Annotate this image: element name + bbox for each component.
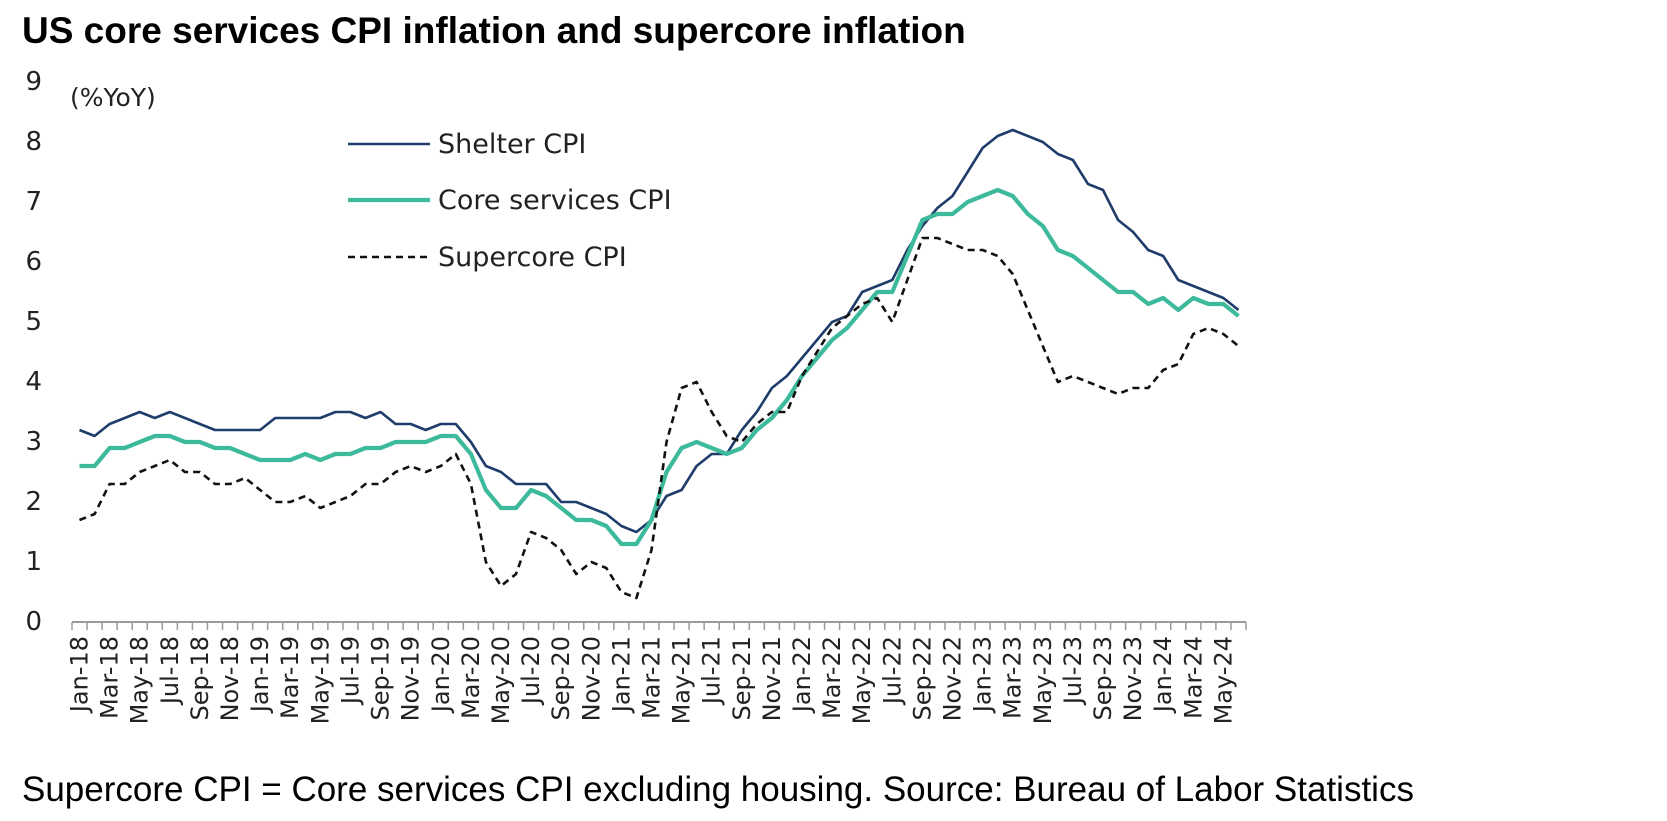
x-tick-label: Sep-21 bbox=[728, 636, 756, 720]
x-tick-label: Mar-22 bbox=[818, 636, 846, 719]
chart-title: US core services CPI inflation and super… bbox=[22, 10, 966, 51]
y-tick-label: 7 bbox=[25, 187, 42, 217]
x-tick-label: Mar-20 bbox=[457, 636, 485, 719]
legend: Shelter CPI Core services CPI Supercore CP… bbox=[348, 129, 672, 273]
x-tick-label: Jul-23 bbox=[1059, 636, 1087, 706]
y-tick-label: 4 bbox=[25, 367, 42, 397]
x-tick-label: May-24 bbox=[1209, 636, 1237, 724]
x-tick-label: Sep-23 bbox=[1089, 636, 1117, 720]
x-axis: Jan-18 Mar-18 May-18 Jul-18 Sep-18 Nov-18 Jan-… bbox=[66, 621, 1247, 724]
x-tick-label: Mar-21 bbox=[637, 636, 665, 719]
legend-label-supercore-cpi: Supercore CPI bbox=[438, 242, 627, 273]
x-tick-label: Jan-23 bbox=[969, 636, 997, 714]
y-tick-label: 0 bbox=[25, 607, 42, 637]
x-tick-label: Nov-21 bbox=[758, 636, 786, 721]
x-tick-label: Jan-18 bbox=[66, 636, 94, 714]
y-tick-label: 5 bbox=[25, 307, 42, 337]
x-tick-label: Jan-21 bbox=[607, 636, 635, 714]
x-tick-label: Nov-18 bbox=[216, 636, 244, 721]
x-tick-label: May-18 bbox=[126, 636, 154, 724]
series-line-supercore-cpi bbox=[79, 236, 1240, 600]
y-axis-unit-label: (%YoY) bbox=[70, 83, 156, 112]
x-tick-label: Jan-24 bbox=[1149, 636, 1177, 714]
x-tick-label: Mar-24 bbox=[1179, 636, 1207, 719]
y-tick-label: 2 bbox=[25, 487, 42, 517]
x-tick-label: Sep-20 bbox=[547, 636, 575, 720]
x-tick-label: Jul-20 bbox=[517, 636, 545, 706]
y-tick-label: 3 bbox=[25, 427, 42, 457]
legend-label-shelter-cpi: Shelter CPI bbox=[438, 129, 586, 160]
x-tick-label: Nov-22 bbox=[939, 636, 967, 721]
x-tick-label: Nov-23 bbox=[1119, 636, 1147, 721]
series-line-shelter-cpi bbox=[79, 128, 1240, 534]
x-tick-label: May-20 bbox=[487, 636, 515, 724]
x-tick-label: Mar-19 bbox=[276, 636, 304, 719]
x-tick-label: Jul-22 bbox=[878, 636, 906, 706]
series-line-core-services-cpi bbox=[79, 187, 1240, 547]
x-tick-label: Mar-23 bbox=[999, 636, 1027, 719]
x-tick-label: Mar-18 bbox=[96, 636, 124, 719]
x-tick-label: May-23 bbox=[1029, 636, 1057, 724]
y-axis: 0 1 2 3 4 5 6 7 8 9 bbox=[25, 67, 42, 637]
x-tick-label: May-19 bbox=[306, 636, 334, 724]
x-tick-label: Jan-20 bbox=[427, 636, 455, 714]
x-tick-label: May-21 bbox=[668, 636, 696, 724]
x-tick-label: Jul-18 bbox=[156, 636, 184, 706]
y-tick-label: 6 bbox=[25, 247, 42, 277]
x-tick-label: Jul-19 bbox=[336, 636, 364, 706]
y-tick-label: 1 bbox=[25, 547, 42, 577]
x-tick-label: Sep-22 bbox=[908, 636, 936, 720]
x-tick-label: Jul-21 bbox=[698, 636, 726, 706]
x-tick-label: Sep-18 bbox=[186, 636, 214, 720]
x-tick-label: Sep-19 bbox=[367, 636, 395, 720]
x-tick-label: Jan-19 bbox=[246, 636, 274, 714]
source-footnote: Supercore CPI = Core services CPI exclud… bbox=[22, 770, 1414, 809]
y-tick-label: 8 bbox=[25, 127, 42, 157]
legend-label-core-services-cpi: Core services CPI bbox=[438, 185, 672, 216]
x-tick-label: Nov-19 bbox=[397, 636, 425, 721]
x-tick-label: May-22 bbox=[848, 636, 876, 724]
x-tick-label: Jan-22 bbox=[788, 636, 816, 714]
series-layer bbox=[79, 128, 1240, 600]
x-tick-label: Nov-20 bbox=[577, 636, 605, 721]
y-tick-label: 9 bbox=[25, 67, 42, 97]
